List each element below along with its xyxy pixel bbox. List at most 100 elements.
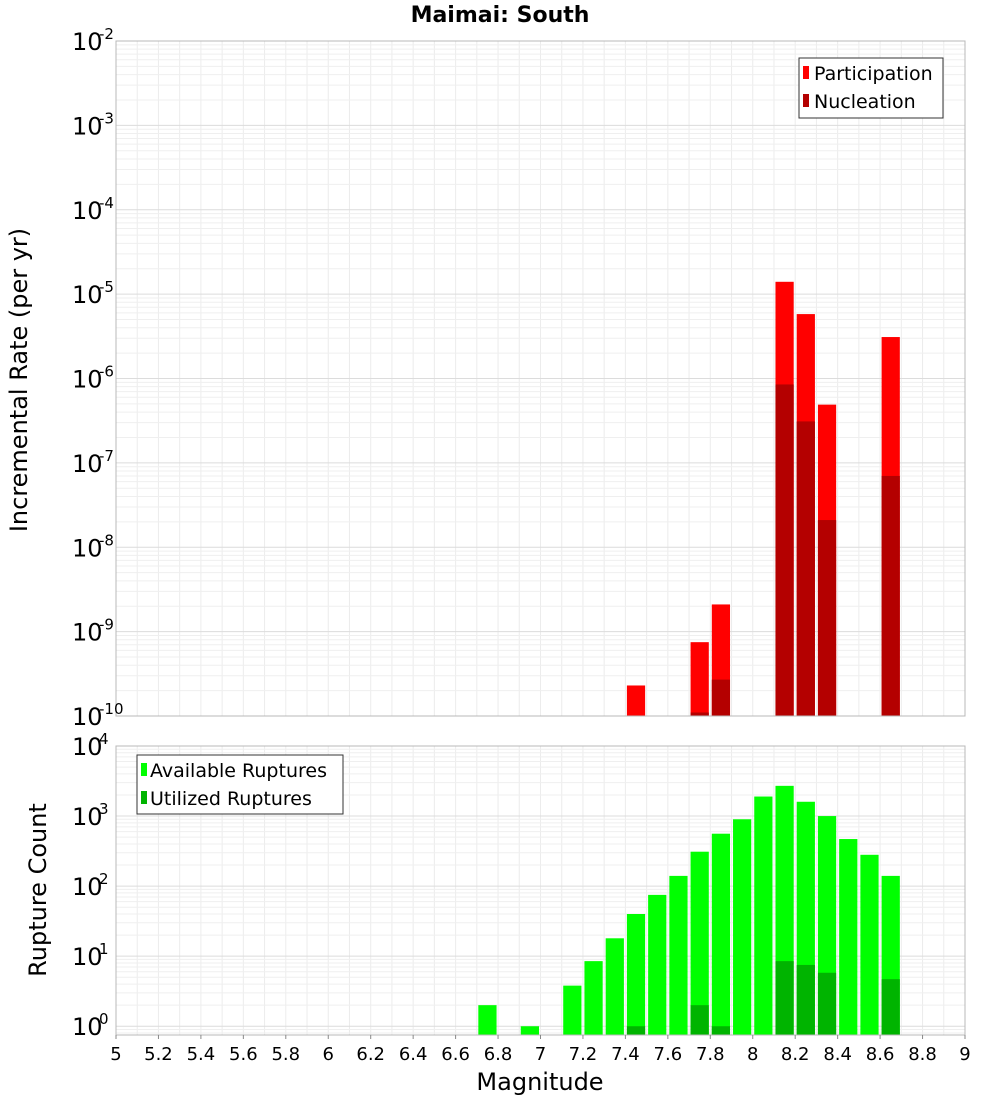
legend-swatch-nucleation: [803, 94, 809, 107]
bottom-bar-available-ruptures: [520, 1026, 539, 1035]
bottom-plot-bars: [478, 785, 900, 1035]
bottom-y-tick: 102: [72, 870, 109, 901]
x-tick-label: 7.2: [569, 1044, 598, 1065]
top-y-tick: 10-3: [72, 109, 114, 140]
x-tick-label: 5.6: [229, 1044, 258, 1065]
top-y-tick: 10-4: [72, 194, 114, 225]
top-y-tick: 10-7: [72, 447, 114, 478]
bottom-bar-utilized-ruptures: [711, 1026, 731, 1035]
bottom-y-tick: 100: [72, 1010, 109, 1041]
bottom-bar-utilized-ruptures: [775, 961, 794, 1035]
bottom-bar-available-ruptures: [860, 854, 879, 1035]
bottom-y-tick-base: 10: [72, 803, 103, 831]
top-legend: Participation Nucleation: [798, 57, 944, 119]
x-tick-label: 6.8: [484, 1044, 513, 1065]
top-y-axis-label: Incremental Rate (per yr): [5, 228, 33, 532]
x-tick-label: 8.6: [866, 1044, 895, 1065]
bottom-bar-available-ruptures: [626, 914, 646, 1035]
top-y-tick-base: 10: [72, 197, 103, 225]
top-bar-nucleation: [817, 520, 837, 716]
top-y-tick-base: 10: [72, 450, 103, 478]
top-bar-participation: [690, 642, 709, 716]
bottom-bar-available-ruptures: [605, 938, 624, 1035]
bottom-y-tick-exp: 4: [99, 730, 109, 748]
chart-title: Maimai: South: [411, 3, 590, 28]
x-tick-label: 8.8: [908, 1044, 937, 1065]
top-y-tick-exp: -9: [99, 616, 114, 634]
top-y-tick-exp: -3: [99, 109, 114, 127]
bottom-bar-available-ruptures: [669, 875, 688, 1035]
bottom-bar-utilized-ruptures: [626, 1026, 646, 1035]
bottom-y-tick-exp: 1: [99, 940, 109, 958]
legend-label-available-ruptures: Available Ruptures: [150, 760, 327, 782]
top-y-tick: 10-6: [72, 363, 114, 394]
top-y-tick-base: 10: [72, 534, 103, 562]
top-plot-frame: [115, 40, 966, 717]
top-plot-bars: [626, 281, 900, 716]
top-bar-nucleation: [881, 475, 900, 716]
bottom-bar-utilized-ruptures: [817, 972, 837, 1035]
bottom-legend: Available Ruptures Utilized Ruptures: [136, 754, 344, 815]
top-y-tick-base: 10: [72, 112, 103, 140]
x-tick-label: 5.2: [144, 1044, 173, 1065]
bottom-y-tick-exp: 2: [99, 870, 109, 888]
x-tick-label: 7: [535, 1044, 546, 1065]
bottom-y-tick: 103: [72, 800, 109, 831]
bottom-y-axis-label: Rupture Count: [24, 803, 52, 977]
top-y-tick-base: 10: [72, 28, 103, 56]
top-bar-nucleation: [690, 712, 709, 716]
top-bar-nucleation: [796, 421, 815, 716]
top-y-tick-exp: -6: [99, 363, 114, 381]
bottom-bar-available-ruptures: [563, 985, 582, 1035]
x-tick-label: 5: [110, 1044, 121, 1065]
top-y-tick-exp: -4: [99, 194, 114, 212]
bottom-bar-utilized-ruptures: [796, 964, 815, 1035]
bottom-y-tick-exp: 0: [99, 1010, 109, 1028]
x-tick-label: 5.8: [271, 1044, 300, 1065]
top-y-tick-exp: -7: [99, 447, 114, 465]
bottom-bar-available-ruptures: [478, 1005, 497, 1035]
top-bar-participation: [626, 685, 646, 716]
bottom-bar-utilized-ruptures: [881, 979, 900, 1035]
top-y-tick: 10-9: [72, 616, 114, 647]
top-y-tick-base: 10: [72, 366, 103, 394]
bottom-y-tick: 104: [72, 730, 109, 761]
legend-swatch-utilized-ruptures: [141, 791, 147, 804]
bottom-y-tick-exp: 3: [99, 800, 109, 818]
bottom-bar-utilized-ruptures: [690, 1005, 709, 1035]
bottom-bar-available-ruptures: [584, 961, 603, 1035]
top-legend-box: [798, 57, 944, 119]
top-y-tick-exp: -8: [99, 531, 114, 549]
bottom-y-tick-base: 10: [72, 873, 103, 901]
top-y-tick: 10-10: [72, 700, 124, 731]
legend-label-utilized-ruptures: Utilized Ruptures: [150, 788, 312, 810]
legend-label-nucleation: Nucleation: [814, 91, 916, 113]
top-y-tick-exp: -10: [99, 700, 124, 718]
x-tick-label: 6: [323, 1044, 334, 1065]
top-y-tick-base: 10: [72, 281, 103, 309]
x-tick-labels: 5 5.2 5.4 5.6 5.8 6 6.2 6.4 6.6 6.8 7 7.2 7.4 7.6 7.8 8…: [110, 1035, 971, 1065]
legend-swatch-participation: [803, 66, 809, 79]
bottom-y-tick-base: 10: [72, 733, 103, 761]
bottom-bar-available-ruptures: [711, 833, 731, 1035]
top-plot-grid: [116, 41, 965, 716]
top-y-tick-base: 10: [72, 619, 103, 647]
x-tick-label: 5.4: [187, 1044, 216, 1065]
top-y-tick: 10-8: [72, 531, 114, 562]
x-tick-label: 6.2: [356, 1044, 385, 1065]
top-y-tick-base: 10: [72, 703, 103, 731]
x-tick-label: 8.4: [823, 1044, 852, 1065]
bottom-bar-available-ruptures: [754, 796, 773, 1035]
bottom-bar-available-ruptures: [648, 894, 667, 1035]
top-y-tick: 10-2: [72, 25, 114, 56]
top-y-tick-exp: -5: [99, 278, 114, 296]
x-tick-label: 9: [959, 1044, 970, 1065]
top-bar-nucleation: [775, 384, 794, 716]
x-tick-label: 6.6: [441, 1044, 470, 1065]
x-tick-label: 7.6: [654, 1044, 683, 1065]
top-bar-nucleation: [711, 679, 731, 716]
top-y-tick: 10-5: [72, 278, 114, 309]
